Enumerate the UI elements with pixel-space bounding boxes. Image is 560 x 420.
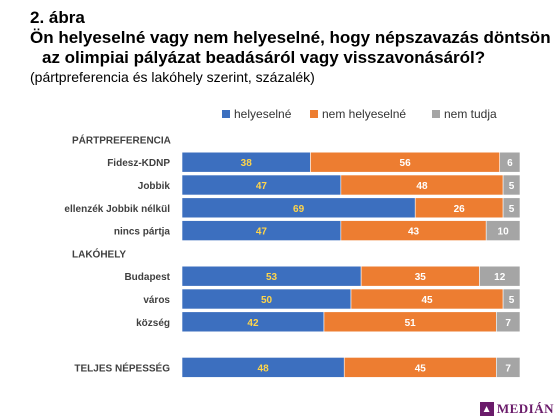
value-label-teljes-nepesseg-nem-helyeselne: 45 <box>415 363 427 374</box>
value-label-varos-nem-helyeselne: 45 <box>421 295 433 306</box>
value-label-ellenzek-jobbik-nelkul-helyeselne: 69 <box>293 204 305 215</box>
bar-ellenzek-jobbik-nelkul-nem-tudja <box>502 197 521 219</box>
row-label-fidesz-kdnp: Fidesz-KDNP <box>107 158 170 169</box>
value-label-nincs-partja-nem-tudja: 10 <box>498 227 510 238</box>
median-logo: ▲ MEDIÁN <box>479 401 554 417</box>
value-label-varos-helyeselne: 50 <box>261 295 273 306</box>
value-label-kozseg-nem-helyeselne: 51 <box>405 318 417 329</box>
chart-title: Ön helyeselné vagy nem helyeselné, hogy … <box>30 28 555 68</box>
median-logo-text: MEDIÁN <box>496 401 554 416</box>
value-label-kozseg-nem-tudja: 7 <box>505 318 511 329</box>
chart-title-line1: Ön helyeselné vagy nem helyeselné, hogy … <box>30 28 551 47</box>
value-label-teljes-nepesseg-nem-tudja: 7 <box>505 363 511 374</box>
bar-budapest-nem-tudja <box>479 265 521 287</box>
value-label-budapest-nem-helyeselne: 35 <box>415 272 427 283</box>
figure-label: 2. ábra <box>30 8 85 27</box>
value-label-nincs-partja-nem-helyeselne: 43 <box>408 227 420 238</box>
bar-teljes-nepesseg-nem-tudja <box>496 357 521 378</box>
value-label-fidesz-kdnp-helyeselne: 38 <box>241 158 253 169</box>
row-label-ellenzek-jobbik-nelkul: ellenzék Jobbik nélkül <box>64 204 170 215</box>
value-label-fidesz-kdnp-nem-tudja: 6 <box>507 158 513 169</box>
bar-varos-nem-tudja <box>502 288 521 310</box>
value-label-jobbik-nem-tudja: 5 <box>509 181 515 192</box>
value-label-varos-nem-tudja: 5 <box>509 295 515 306</box>
bar-fidesz-kdnp-nem-tudja <box>499 151 521 173</box>
legend-swatch-helyeselne <box>222 110 230 118</box>
value-label-budapest-helyeselne: 53 <box>266 272 278 283</box>
legend-swatch-nem-tudja <box>432 110 440 118</box>
value-label-kozseg-helyeselne: 42 <box>247 318 259 329</box>
legend-label-nem-helyeselne: nem helyeselné <box>322 107 406 121</box>
chart-title-line2: az olimpiai pályázat beadásáról vagy vis… <box>42 48 486 67</box>
value-label-ellenzek-jobbik-nelkul-nem-helyeselne: 26 <box>454 204 466 215</box>
bar-jobbik-nem-tudja <box>502 174 521 196</box>
value-label-teljes-nepesseg-helyeselne: 48 <box>258 363 270 374</box>
row-label-kozseg: község <box>136 318 170 329</box>
value-label-jobbik-helyeselne: 47 <box>256 181 268 192</box>
row-label-budapest: Budapest <box>124 272 170 283</box>
chart-subtitle: (pártpreferencia és lakóhely szerint, sz… <box>30 69 315 85</box>
legend-label-nem-tudja: nem tudja <box>444 107 497 121</box>
value-label-jobbik-nem-helyeselne: 48 <box>416 181 428 192</box>
row-label-teljes-nepesseg: TELJES NÉPESSÉG <box>74 361 170 374</box>
value-label-nincs-partja-helyeselne: 47 <box>256 227 268 238</box>
row-label-varos: város <box>143 295 170 306</box>
category-header-partpreferencia: PÁRTPREFERENCIA <box>72 133 171 146</box>
legend-label-helyeselne: helyeselné <box>234 107 292 121</box>
bar-nincs-partja-nem-tudja <box>485 220 521 241</box>
value-label-fidesz-kdnp-nem-helyeselne: 56 <box>400 158 412 169</box>
chart-header: 2. ábra Ön helyeselné vagy nem helyeseln… <box>30 8 555 86</box>
row-label-nincs-partja: nincs pártja <box>114 227 171 238</box>
value-label-budapest-nem-tudja: 12 <box>494 272 506 283</box>
bar-kozseg-nem-tudja <box>496 311 521 333</box>
row-label-jobbik: Jobbik <box>138 181 171 192</box>
median-logo-icon: ▲ <box>479 402 494 416</box>
category-header-lakohely: LAKÓHELY <box>72 247 126 260</box>
legend-swatch-nem-helyeselne <box>310 110 318 118</box>
value-label-ellenzek-jobbik-nelkul-nem-tudja: 5 <box>509 204 515 215</box>
